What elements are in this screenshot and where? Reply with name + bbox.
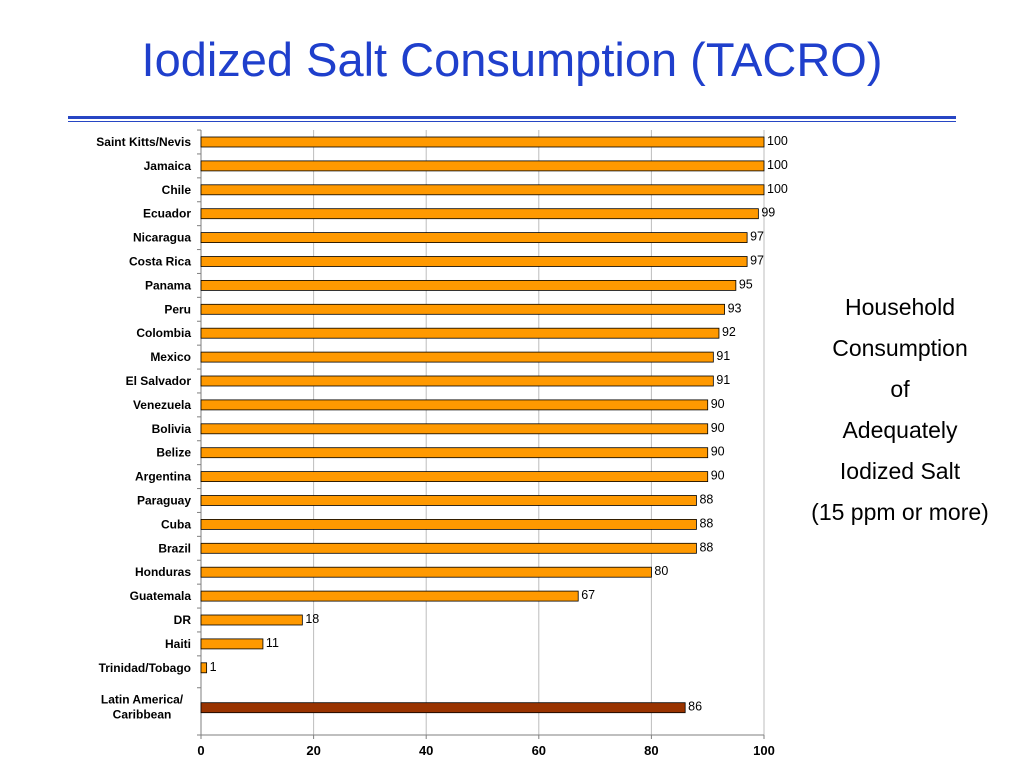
value-label: 99 bbox=[761, 206, 775, 220]
category-label: Belize bbox=[156, 446, 191, 460]
value-label: 97 bbox=[750, 230, 764, 244]
bar bbox=[200, 638, 264, 650]
value-label: 92 bbox=[722, 325, 736, 339]
bar bbox=[200, 471, 709, 483]
value-label: 90 bbox=[711, 469, 725, 483]
category-label: Cuba bbox=[161, 517, 191, 531]
category-label: Bolivia bbox=[152, 422, 192, 436]
value-label: 93 bbox=[728, 301, 742, 315]
category-label: Costa Rica bbox=[129, 255, 191, 269]
bar-highlight bbox=[200, 702, 686, 714]
value-label: 100 bbox=[767, 158, 788, 172]
category-label: Brazil bbox=[158, 541, 191, 555]
value-label: 1 bbox=[210, 660, 217, 674]
value-label: 95 bbox=[739, 277, 753, 291]
category-label: Chile bbox=[162, 183, 192, 197]
category-label: Paraguay bbox=[137, 494, 191, 508]
annotation-line-4: Adequately bbox=[842, 417, 958, 443]
bar bbox=[200, 519, 697, 530]
category-label: Jamaica bbox=[144, 159, 192, 173]
value-label: 100 bbox=[767, 134, 788, 148]
category-label: Colombia bbox=[136, 326, 191, 340]
category-label: DR bbox=[174, 613, 192, 627]
page-title: Iodized Salt Consumption (TACRO) bbox=[141, 33, 883, 86]
category-label: Venezuela bbox=[133, 398, 191, 412]
title-divider-thin bbox=[68, 121, 956, 122]
bar bbox=[200, 160, 765, 172]
bar bbox=[200, 375, 714, 387]
value-label: 11 bbox=[266, 636, 279, 650]
value-label: 80 bbox=[654, 564, 668, 578]
bar bbox=[200, 136, 765, 148]
category-label: Peru bbox=[164, 302, 191, 316]
bar bbox=[200, 351, 714, 363]
value-label: 90 bbox=[711, 397, 725, 411]
value-label: 18 bbox=[305, 612, 319, 626]
category-label: Mexico bbox=[150, 350, 191, 364]
bar bbox=[200, 566, 652, 578]
value-label: 88 bbox=[699, 540, 713, 554]
bar bbox=[200, 279, 737, 291]
value-label: 90 bbox=[711, 445, 725, 459]
category-label: Trinidad/Tobago bbox=[99, 661, 191, 675]
x-tick-label: 80 bbox=[644, 743, 658, 758]
category-label: Ecuador bbox=[143, 207, 191, 221]
category-label: Honduras bbox=[135, 565, 191, 579]
value-label: 100 bbox=[767, 182, 788, 196]
category-label: Saint Kitts/Nevis bbox=[96, 135, 191, 149]
bar bbox=[200, 447, 709, 459]
bar bbox=[200, 423, 709, 435]
category-label: Nicaragua bbox=[133, 231, 191, 245]
bar bbox=[200, 495, 697, 506]
x-tick-label: 100 bbox=[753, 743, 775, 758]
category-label: Panama bbox=[145, 278, 191, 292]
value-label: 90 bbox=[711, 421, 725, 435]
bar bbox=[200, 399, 709, 411]
annotation-line-3: of bbox=[890, 376, 910, 402]
category-label: Guatemala bbox=[130, 589, 192, 603]
value-label: 97 bbox=[750, 254, 764, 268]
bar bbox=[200, 590, 579, 602]
value-label: 88 bbox=[699, 493, 713, 507]
category-label: El Salvador bbox=[126, 374, 192, 388]
bar bbox=[200, 614, 303, 626]
bar bbox=[200, 662, 208, 674]
value-label: 88 bbox=[699, 516, 713, 530]
bar bbox=[200, 327, 720, 339]
annotation-line-2: Consumption bbox=[832, 335, 968, 361]
title-divider-thick bbox=[68, 116, 956, 119]
annotation-line-5: Iodized Salt bbox=[839, 458, 961, 484]
bar bbox=[200, 232, 748, 244]
value-label: 86 bbox=[688, 700, 702, 714]
x-tick-label: 20 bbox=[306, 743, 320, 758]
x-tick-label: 0 bbox=[197, 743, 204, 758]
value-label: 91 bbox=[716, 373, 730, 387]
x-tick-label: 60 bbox=[532, 743, 546, 758]
category-label: Latin America/Caribbean bbox=[101, 693, 184, 722]
annotation-line-1: Household bbox=[845, 294, 955, 320]
bar bbox=[200, 256, 748, 267]
value-label: 91 bbox=[716, 349, 730, 363]
chart-annotation: Household Consumption of Adequately Iodi… bbox=[780, 287, 1020, 533]
bar bbox=[200, 208, 759, 220]
annotation-line-6: (15 ppm or more) bbox=[811, 499, 989, 525]
bar bbox=[200, 542, 697, 554]
bar bbox=[200, 184, 765, 196]
x-tick-label: 40 bbox=[419, 743, 433, 758]
bar bbox=[200, 303, 725, 315]
value-label: 67 bbox=[581, 588, 595, 602]
category-label: Argentina bbox=[135, 470, 191, 484]
category-label: Haiti bbox=[165, 637, 191, 651]
